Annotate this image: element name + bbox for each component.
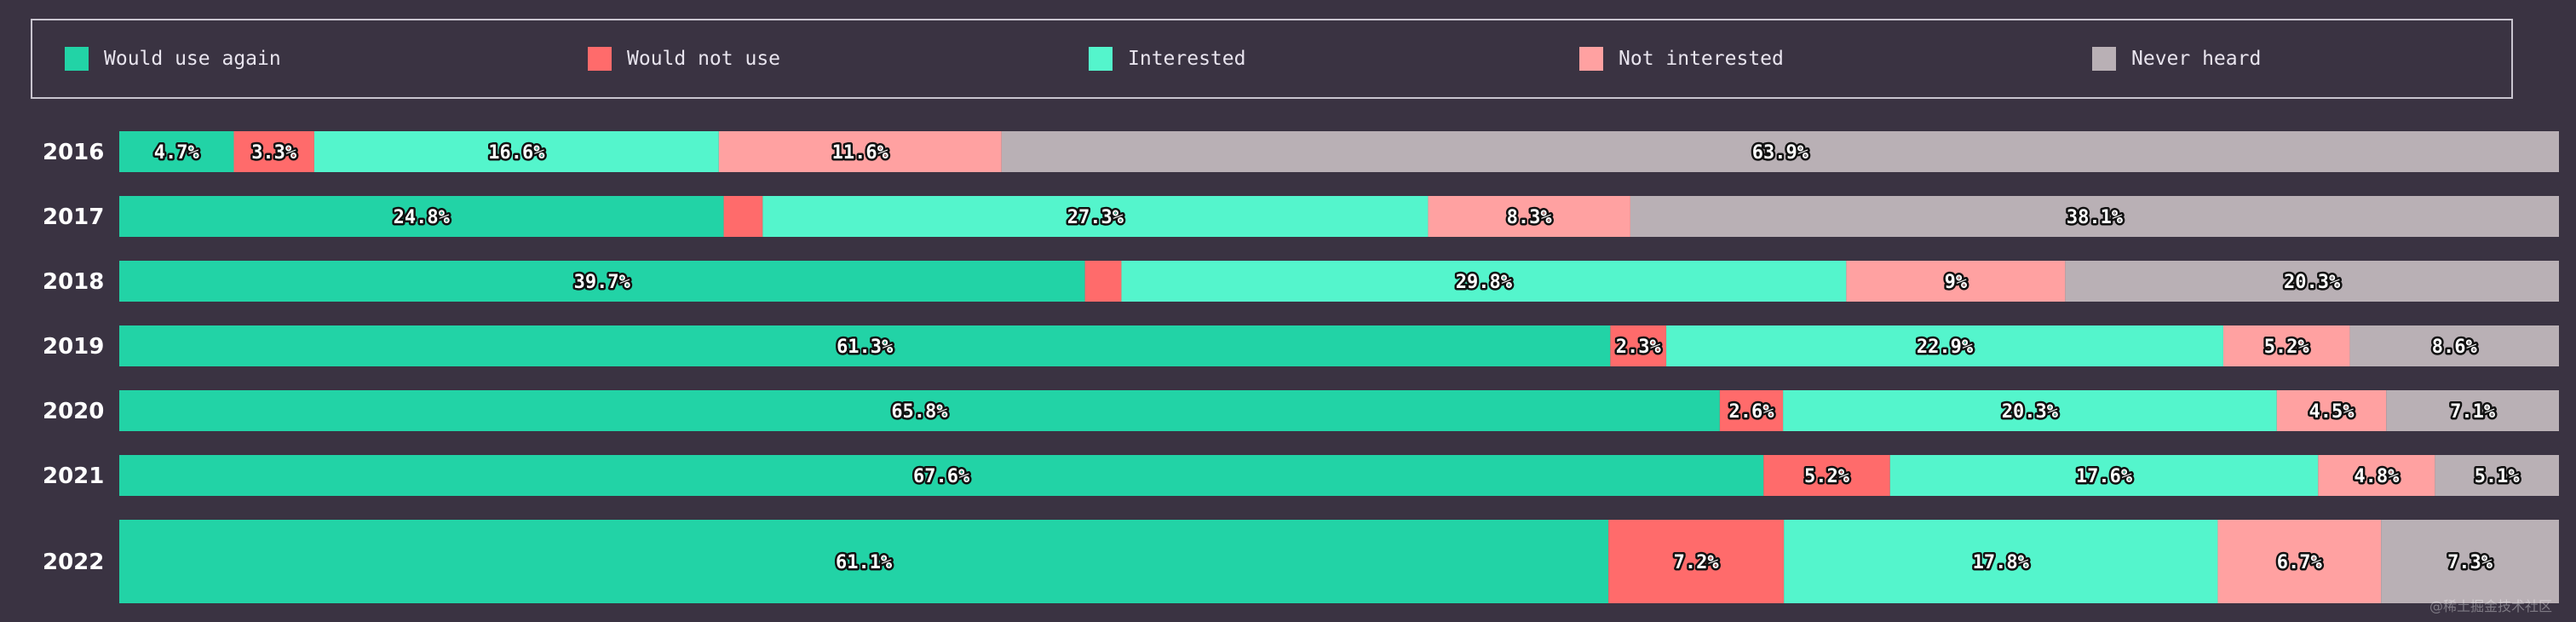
legend-item-would-use-again[interactable]: Would use again [65,20,281,97]
data-label-2018-never-heard: 20.3% [2284,272,2341,293]
data-label-2017-interested: 27.3% [1067,207,1124,228]
data-label-2020-interested: 20.3% [2002,401,2059,423]
data-label-2018-would-use-again: 39.7% [574,272,631,293]
bar-segment-2019-interested[interactable] [1666,325,2223,366]
bar-segment-2017-not-interested[interactable] [1428,196,1630,237]
data-label-2016-would-use-again: 4.7% [154,142,200,164]
data-label-2016-not-interested: 11.6% [832,142,889,164]
bar-segment-2018-would-use-again[interactable] [119,261,1085,302]
data-label-2019-interested: 22.9% [1917,337,1974,358]
data-label-2022-would-not-use: 7.2% [1674,552,1720,573]
bar-segment-2019-would-use-again[interactable] [119,325,1611,366]
data-label-2019-would-use-again: 61.3% [837,337,894,358]
data-label-2022-never-heard: 7.3% [2447,552,2493,573]
data-label-2022-would-use-again: 61.1% [836,552,893,573]
data-label-2018-interested: 29.8% [1456,272,1513,293]
data-label-2021-not-interested: 4.8% [2354,466,2400,487]
chart-legend: Would use again Would not use Interested No… [31,19,2513,99]
data-label-2020-would-use-again: 65.8% [891,401,948,423]
legend-label: Would use again [104,48,281,70]
data-label-2020-not-interested: 4.5% [2309,401,2355,423]
data-label-2018-not-interested: 9% [1945,272,1968,293]
bar-segment-2018-not-interested[interactable] [1846,261,2066,302]
bar-segment-2021-interested[interactable] [1889,455,2319,496]
bar-segment-2018-interested[interactable] [1121,261,1847,302]
bar-segment-2017-never-heard[interactable] [1630,196,2559,237]
legend-item-not-interested[interactable]: Not interested [1579,20,1784,97]
bar-segment-2019-never-heard[interactable] [2349,325,2559,366]
legend-label: Never heard [2131,48,2262,70]
legend-label: Interested [1128,48,1246,70]
bar-segment-2022-never-heard[interactable] [2381,520,2559,603]
bar-segment-2017-would-not-use[interactable] [723,196,763,237]
legend-label: Would not use [627,48,781,70]
bar-segment-2016-would-use-again[interactable] [119,131,234,172]
bar-segment-2020-never-heard[interactable] [2386,390,2559,431]
data-label-2017-not-interested: 8.3% [1507,207,1553,228]
legend-item-never-heard[interactable]: Never heard [2092,20,2261,97]
bar-segment-2020-would-not-use[interactable] [1719,390,1784,431]
data-label-2021-interested: 17.6% [2076,466,2133,487]
year-label-2017: 2017 [43,204,104,230]
bar-segment-2016-interested[interactable] [313,131,719,172]
legend-swatch [65,47,89,71]
legend-swatch [588,47,612,71]
year-label-2019: 2019 [43,334,104,360]
legend-label: Not interested [1619,48,1784,70]
data-label-2017-would-use-again: 24.8% [394,207,451,228]
data-label-2021-would-use-again: 67.6% [913,466,970,487]
bar-segment-2021-never-heard[interactable] [2435,455,2559,496]
bar-segment-2018-never-heard[interactable] [2065,261,2559,302]
data-label-2022-not-interested: 6.7% [2277,552,2323,573]
bar-segment-2022-would-not-use[interactable] [1608,520,1785,603]
data-label-2019-never-heard: 8.6% [2432,337,2478,358]
data-label-2016-never-heard: 63.9% [1752,142,1809,164]
bar-segment-2016-not-interested[interactable] [718,131,1002,172]
bar-segment-2021-not-interested[interactable] [2318,455,2435,496]
data-label-2020-never-heard: 7.1% [2450,401,2496,423]
bar-segment-2016-never-heard[interactable] [1001,131,2559,172]
legend-item-interested[interactable]: Interested [1089,20,1245,97]
data-label-2019-would-not-use: 2.3% [1616,337,1662,358]
data-label-2021-never-heard: 5.1% [2475,466,2521,487]
data-label-2019-not-interested: 5.2% [2264,337,2310,358]
year-label-2016: 2016 [43,140,104,165]
bar-segment-2020-interested[interactable] [1783,390,2277,431]
bar-segment-2019-not-interested[interactable] [2222,325,2350,366]
bar-segment-2021-would-use-again[interactable] [119,455,1764,496]
data-label-2022-interested: 17.8% [1973,552,2030,573]
year-label-2020: 2020 [43,399,104,424]
bar-segment-2020-would-use-again[interactable] [119,390,1720,431]
year-label-2021: 2021 [43,464,104,489]
bar-segment-2017-would-use-again[interactable] [119,196,724,237]
data-label-2021-would-not-use: 5.2% [1804,466,1850,487]
bar-segment-2017-interested[interactable] [762,196,1429,237]
watermark: @稀土掘金技术社区 [2429,598,2552,614]
year-label-2022: 2022 [43,550,104,575]
data-label-2017-never-heard: 38.1% [2067,207,2124,228]
year-label-2018: 2018 [43,269,104,295]
legend-swatch [1579,47,1603,71]
data-label-2016-would-not-use: 3.3% [251,142,297,164]
legend-swatch [2092,47,2116,71]
bar-segment-2022-not-interested[interactable] [2217,520,2382,603]
bar-segment-2018-would-not-use[interactable] [1084,261,1122,302]
bar-segment-2021-would-not-use[interactable] [1763,455,1890,496]
bar-segment-2019-would-not-use[interactable] [1610,325,1667,366]
bar-segment-2016-would-not-use[interactable] [233,131,314,172]
data-label-2016-interested: 16.6% [488,142,545,164]
bar-segment-2022-interested[interactable] [1784,520,2218,603]
data-label-2020-would-not-use: 2.6% [1729,401,1775,423]
bar-segment-2022-would-use-again[interactable] [119,520,1609,603]
bar-segment-2020-not-interested[interactable] [2276,390,2387,431]
legend-swatch [1089,47,1113,71]
legend-item-would-not-use[interactable]: Would not use [588,20,780,97]
